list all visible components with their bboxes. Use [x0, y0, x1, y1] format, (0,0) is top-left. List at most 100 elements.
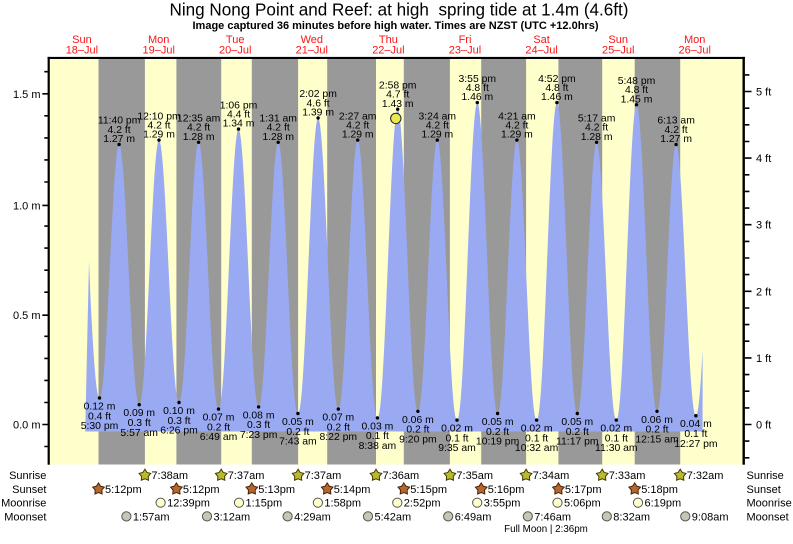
svg-text:5:12pm: 5:12pm [105, 484, 142, 496]
svg-text:6:13 am: 6:13 am [657, 116, 695, 127]
svg-text:0.1 ft: 0.1 ft [684, 429, 707, 440]
svg-text:11:17 pm: 11:17 pm [556, 437, 599, 448]
svg-text:Thu: Thu [379, 34, 398, 46]
svg-text:0.2 ft: 0.2 ft [286, 427, 309, 438]
svg-text:4.2 ft: 4.2 ft [426, 121, 449, 132]
svg-text:0.3 ft: 0.3 ft [167, 416, 190, 427]
svg-text:5:15pm: 5:15pm [410, 484, 447, 496]
svg-text:5:17pm: 5:17pm [565, 484, 602, 496]
svg-text:1.46 m: 1.46 m [541, 92, 573, 103]
svg-text:4.8 ft: 4.8 ft [466, 83, 489, 94]
svg-text:0.09 m: 0.09 m [123, 408, 155, 419]
svg-text:0.10 m: 0.10 m [163, 406, 195, 417]
svg-text:0.07 m: 0.07 m [203, 413, 235, 424]
svg-text:1.27 m: 1.27 m [660, 134, 692, 145]
svg-text:5:18pm: 5:18pm [641, 484, 678, 496]
svg-text:1.29 m: 1.29 m [342, 130, 374, 141]
svg-text:6:49am: 6:49am [455, 511, 492, 523]
svg-text:1 ft: 1 ft [756, 353, 771, 365]
svg-text:9:08am: 9:08am [692, 511, 729, 523]
svg-text:0.3 ft: 0.3 ft [247, 420, 270, 431]
svg-text:6:26 pm: 6:26 pm [160, 426, 198, 437]
svg-text:5:30 pm: 5:30 pm [81, 421, 119, 432]
svg-text:7:36am: 7:36am [383, 470, 420, 482]
svg-text:Moonrise: Moonrise [1, 498, 46, 510]
svg-text:8:38 am: 8:38 am [359, 441, 397, 452]
svg-text:0.07 m: 0.07 m [322, 413, 354, 424]
svg-text:Sun: Sun [608, 34, 628, 46]
svg-text:0.2 ft: 0.2 ft [207, 422, 230, 433]
svg-text:3 ft: 3 ft [756, 220, 771, 232]
svg-text:1.27 m: 1.27 m [103, 134, 135, 145]
svg-text:0.5 m: 0.5 m [13, 310, 41, 322]
svg-text:3:24 am: 3:24 am [419, 111, 457, 122]
svg-text:7:37am: 7:37am [228, 470, 265, 482]
svg-text:5:42am: 5:42am [375, 511, 412, 523]
svg-text:10:32 am: 10:32 am [515, 443, 558, 454]
svg-text:2:52pm: 2:52pm [404, 498, 441, 510]
svg-text:0.12 m: 0.12 m [84, 402, 116, 413]
svg-text:3:12am: 3:12am [214, 511, 251, 523]
svg-text:7:37am: 7:37am [305, 470, 342, 482]
svg-text:12:39pm: 12:39pm [167, 498, 210, 510]
svg-text:3:55 pm: 3:55 pm [459, 74, 497, 85]
svg-text:Ning Nong Point and Reef: at h: Ning Nong Point and Reef: at high spring… [170, 0, 629, 19]
svg-text:4.2 ft: 4.2 ft [147, 121, 170, 132]
svg-text:1.34 m: 1.34 m [223, 119, 255, 130]
svg-text:0.05 m: 0.05 m [282, 417, 314, 428]
svg-text:24–Jul: 24–Jul [525, 44, 557, 56]
svg-text:0.05 m: 0.05 m [561, 417, 593, 428]
svg-text:Tue: Tue [226, 34, 245, 46]
svg-text:2:02 pm: 2:02 pm [299, 89, 337, 100]
svg-text:7:38am: 7:38am [151, 470, 188, 482]
svg-text:10:19 pm: 10:19 pm [476, 437, 519, 448]
svg-text:8:22 pm: 8:22 pm [320, 432, 358, 443]
svg-text:3:55pm: 3:55pm [484, 498, 521, 510]
svg-text:Sat: Sat [533, 34, 550, 46]
svg-text:Wed: Wed [301, 34, 323, 46]
svg-text:6:19pm: 6:19pm [645, 498, 682, 510]
svg-text:1.28 m: 1.28 m [183, 132, 215, 143]
svg-text:9:35 am: 9:35 am [438, 443, 476, 454]
svg-text:12:27 pm: 12:27 pm [674, 439, 717, 450]
svg-text:0.02 m: 0.02 m [441, 424, 473, 435]
svg-text:0.04 m: 0.04 m [680, 419, 712, 430]
svg-text:4.2 ft: 4.2 ft [346, 121, 369, 132]
svg-text:1.29 m: 1.29 m [501, 130, 533, 141]
svg-text:7:46am: 7:46am [534, 511, 571, 523]
svg-text:1.45 m: 1.45 m [621, 94, 653, 105]
svg-text:0.1 ft: 0.1 ft [525, 433, 548, 444]
svg-text:0.0 m: 0.0 m [13, 420, 41, 432]
svg-text:0.05 m: 0.05 m [482, 417, 514, 428]
svg-text:0.3 ft: 0.3 ft [128, 418, 151, 429]
svg-text:2 ft: 2 ft [756, 286, 771, 298]
svg-text:1.0 m: 1.0 m [13, 200, 41, 212]
svg-text:0.03 m: 0.03 m [362, 421, 394, 432]
svg-text:4.4 ft: 4.4 ft [227, 110, 250, 121]
svg-text:4.8 ft: 4.8 ft [625, 85, 648, 96]
svg-text:0.2 ft: 0.2 ft [645, 425, 668, 436]
svg-text:5:06pm: 5:06pm [564, 498, 601, 510]
svg-text:Sun: Sun [72, 34, 92, 46]
svg-text:0.2 ft: 0.2 ft [486, 427, 509, 438]
svg-text:20–Jul: 20–Jul [219, 44, 251, 56]
svg-text:7:32am: 7:32am [687, 470, 724, 482]
svg-text:0.1 ft: 0.1 ft [366, 431, 389, 442]
svg-text:0.02 m: 0.02 m [600, 424, 632, 435]
svg-text:7:43 am: 7:43 am [279, 437, 317, 448]
svg-text:4:52 pm: 4:52 pm [538, 74, 576, 85]
svg-text:Mon: Mon [684, 34, 705, 46]
svg-text:11:40 pm: 11:40 pm [98, 116, 141, 127]
svg-text:4:21 am: 4:21 am [498, 111, 536, 122]
svg-text:1:31 am: 1:31 am [259, 114, 297, 125]
svg-text:11:30 am: 11:30 am [595, 443, 638, 454]
svg-text:23–Jul: 23–Jul [449, 44, 481, 56]
svg-text:12:10 pm: 12:10 pm [137, 111, 180, 122]
svg-text:1:57am: 1:57am [133, 511, 170, 523]
svg-text:0.06 m: 0.06 m [641, 415, 673, 426]
svg-text:1.5 m: 1.5 m [13, 89, 41, 101]
svg-text:1:15pm: 1:15pm [246, 498, 283, 510]
svg-text:1.39 m: 1.39 m [302, 108, 334, 119]
svg-text:2:58 pm: 2:58 pm [379, 80, 417, 91]
svg-text:1.28 m: 1.28 m [262, 132, 294, 143]
